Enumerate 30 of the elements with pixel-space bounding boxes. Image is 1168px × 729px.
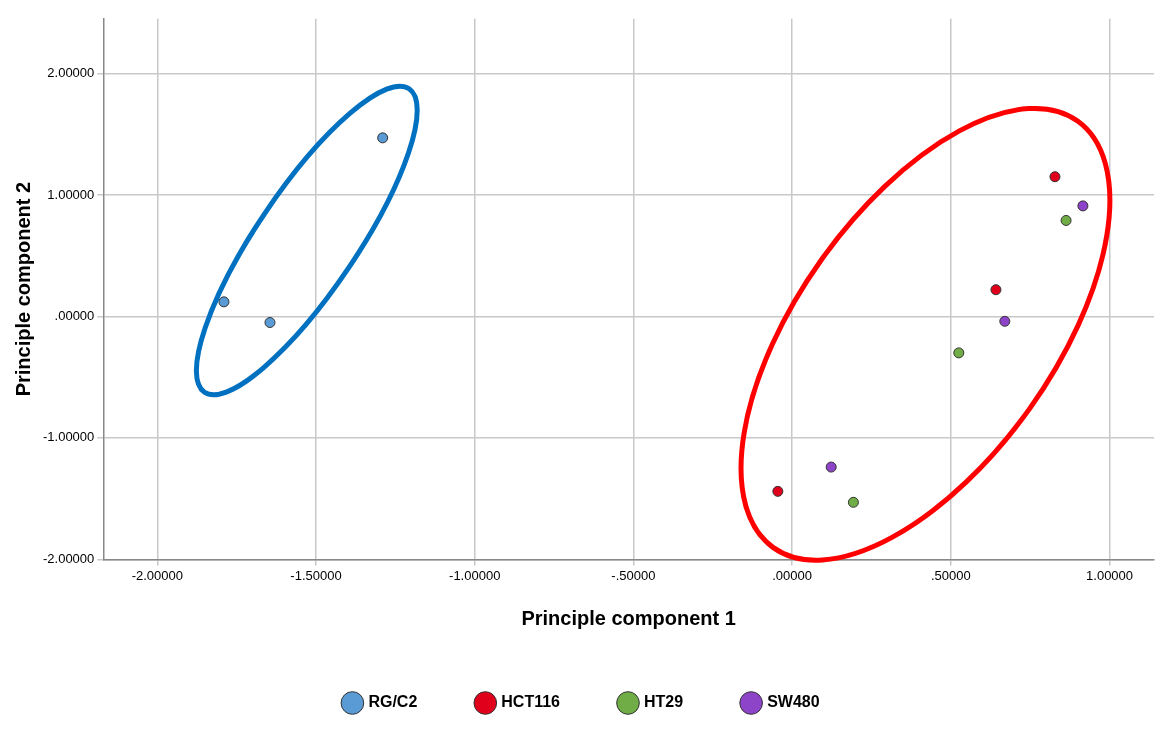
x-tick-label: .50000 (930, 567, 971, 583)
point (772, 485, 784, 497)
x-axis-title: Principle component 1 (521, 606, 736, 629)
point (1077, 200, 1089, 212)
point (825, 461, 837, 473)
point (1049, 171, 1061, 183)
y-tick-label: 1.00000 (47, 186, 95, 202)
point (953, 347, 965, 359)
legend-label: RG/C2 (368, 693, 418, 711)
y-tick-label: -1.00000 (42, 429, 95, 445)
x-tick-label: 1.00000 (1086, 567, 1134, 583)
x-tick-label: -1.00000 (449, 567, 501, 583)
y-tick-label: .00000 (54, 308, 95, 324)
point (990, 284, 1002, 296)
y-tick-label: 2.00000 (47, 65, 95, 81)
legend-label: HCT116 (501, 693, 561, 711)
y-tick-label: -2.00000 (42, 550, 95, 566)
x-tick-label: -2.00000 (131, 567, 183, 583)
point (377, 132, 389, 144)
x-tick-label: .00000 (772, 567, 813, 583)
y-axis-title: Principle component 2 (11, 181, 34, 397)
point (1060, 214, 1072, 226)
point (264, 317, 276, 329)
point (847, 496, 859, 508)
legend-label: HT29 (644, 693, 684, 711)
point (999, 315, 1011, 327)
legend-label: SW480 (767, 693, 820, 711)
point (218, 296, 230, 308)
x-tick-label: -1.50000 (290, 567, 342, 583)
x-tick-label: -.50000 (611, 567, 656, 583)
